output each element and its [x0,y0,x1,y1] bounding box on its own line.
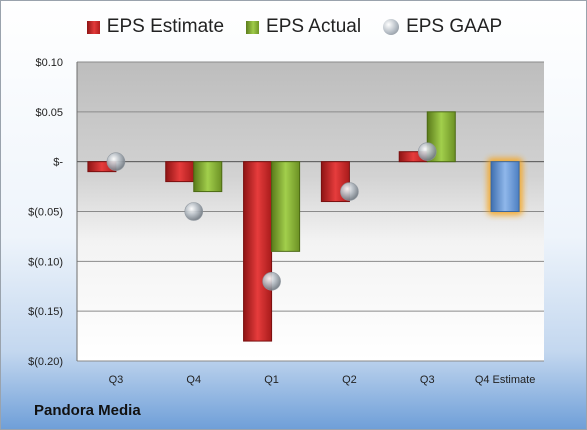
legend-label-eps-gaap: EPS GAAP [406,16,503,37]
x-tick-label: Q3 [109,374,124,386]
eps-actual-bar [193,161,223,193]
x-tick-label: Q1 [264,374,279,386]
eps-gaap-point [417,142,437,161]
y-tick-label: $(0.20) [28,356,63,368]
estimate-bar [490,161,520,213]
legend-label-eps-actual: EPS Actual [266,16,362,37]
eps-gaap-point [340,182,359,201]
legend-swatch-eps-actual [246,20,260,34]
eps-estimate-bar [165,161,195,183]
x-tick-label: Q4 Estimate [475,374,536,386]
y-tick-label: $- [53,157,63,169]
legend-swatch-eps-gaap [383,19,400,35]
eps-gaap-point [106,152,126,171]
y-tick-label: $0.05 [35,107,63,119]
eps-gaap-point [262,271,281,291]
eps-estimate-bar [243,161,273,342]
company-label: Pandora Media [34,402,141,419]
eps-actual-bar [271,161,301,252]
y-tick-label: $(0.05) [28,207,63,219]
y-tick-label: $0.10 [35,57,63,69]
x-tick-label: Q2 [342,374,357,386]
chart-legend: EPS Estimate EPS Actual EPS GAAP [1,15,586,39]
y-tick-label: $(0.10) [28,256,63,268]
legend-label-eps-estimate: EPS Estimate [106,16,225,37]
legend-entry-eps-gaap: EPS GAAP [383,15,502,39]
legend-entry-eps-estimate: EPS Estimate [86,15,225,39]
x-tick-label: Q3 [420,374,435,386]
eps-gaap-point [184,202,204,221]
legend-swatch-eps-estimate [86,20,100,34]
legend-entry-eps-actual: EPS Actual [246,15,361,39]
x-tick-label: Q4 [186,374,201,386]
y-tick-label: $(0.15) [28,306,63,318]
